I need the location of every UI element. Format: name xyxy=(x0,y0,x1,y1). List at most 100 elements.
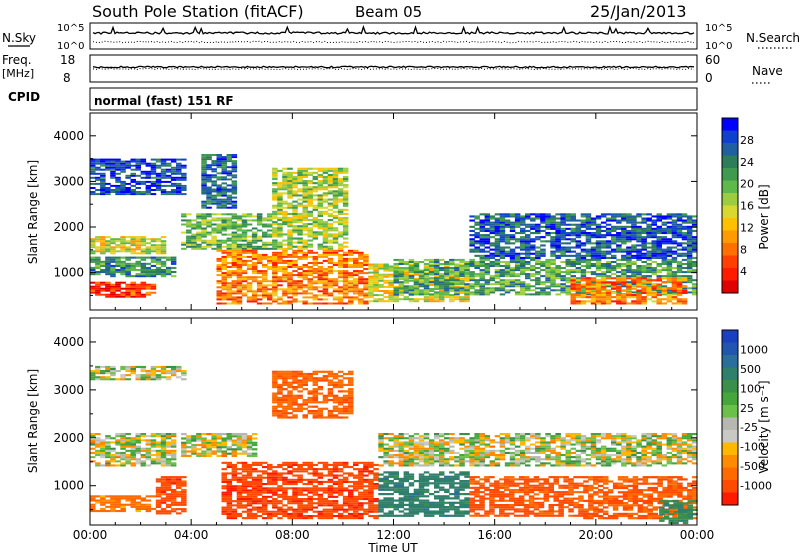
data-cell xyxy=(575,232,582,235)
data-cell xyxy=(186,219,192,222)
data-cell xyxy=(312,255,319,258)
data-cell xyxy=(661,281,668,284)
data-cell xyxy=(585,254,592,257)
data-cell xyxy=(353,249,359,252)
data-cell xyxy=(626,265,632,267)
data-cell xyxy=(661,227,668,230)
data-cell xyxy=(191,247,197,250)
data-cell xyxy=(600,267,607,269)
data-cell xyxy=(671,215,678,218)
data-cell xyxy=(251,512,258,515)
data-cell xyxy=(115,158,121,161)
data-cell xyxy=(332,169,339,172)
data-cell xyxy=(312,472,319,475)
data-cell xyxy=(373,285,379,288)
data-cell xyxy=(292,186,298,189)
data-cell xyxy=(469,258,475,261)
data-cell xyxy=(363,286,369,289)
data-cell xyxy=(160,447,167,450)
data-cell xyxy=(641,271,647,274)
data-cell xyxy=(196,227,202,230)
data-cell xyxy=(181,491,187,494)
data-cell xyxy=(363,268,369,270)
data-cell xyxy=(292,241,298,244)
data-cell xyxy=(105,258,111,261)
data-cell xyxy=(90,291,96,294)
data-cell xyxy=(110,275,116,278)
ytick-label: 1000 xyxy=(53,266,84,280)
data-cell xyxy=(115,287,121,290)
data-cell xyxy=(469,263,475,265)
data-cell xyxy=(135,238,141,241)
data-cell xyxy=(444,285,450,288)
data-cell xyxy=(236,502,243,505)
data-cell xyxy=(590,256,597,259)
data-cell xyxy=(246,223,253,226)
data-cell xyxy=(540,287,546,290)
data-cell xyxy=(181,503,187,506)
data-cell xyxy=(140,264,147,267)
data-cell xyxy=(277,233,283,236)
data-cell xyxy=(130,262,136,265)
data-cell xyxy=(120,182,126,185)
data-cell xyxy=(145,174,152,177)
data-cell xyxy=(646,294,652,297)
data-cell xyxy=(530,269,536,272)
data-cell xyxy=(160,376,167,379)
data-cell xyxy=(605,281,612,284)
data-cell xyxy=(560,238,566,241)
data-cell xyxy=(170,445,177,448)
data-cell xyxy=(95,176,101,179)
data-cell xyxy=(656,229,662,232)
data-cell xyxy=(464,263,470,265)
data-cell xyxy=(464,265,470,267)
data-cell xyxy=(292,298,298,301)
station-title: South Pole Station (fitACF) xyxy=(92,2,304,21)
data-cell xyxy=(221,266,227,268)
data-cell xyxy=(585,240,592,243)
data-cell xyxy=(530,289,536,292)
data-cell xyxy=(570,279,576,282)
data-cell xyxy=(277,227,283,230)
data-cell xyxy=(348,266,354,268)
data-cell xyxy=(332,508,339,511)
data-cell xyxy=(211,174,217,177)
data-cell xyxy=(246,437,253,440)
data-cell xyxy=(100,441,106,444)
data-cell xyxy=(140,464,147,467)
data-cell xyxy=(95,443,101,446)
data-cell xyxy=(469,285,475,288)
data-cell xyxy=(246,495,253,498)
data-cell xyxy=(605,285,612,288)
data-cell xyxy=(272,188,278,191)
data-cell xyxy=(277,253,283,256)
data-cell xyxy=(120,505,126,508)
data-cell xyxy=(322,463,329,466)
data-cell xyxy=(246,446,253,449)
data-cell xyxy=(499,236,506,239)
data-cell xyxy=(423,293,430,296)
data-cell xyxy=(272,253,278,256)
data-cell xyxy=(530,267,536,269)
data-cell xyxy=(535,258,541,261)
data-cell xyxy=(317,188,324,191)
data-cell xyxy=(611,291,617,294)
data-cell xyxy=(348,280,354,283)
data-cell xyxy=(267,268,273,270)
data-cell xyxy=(160,493,167,496)
data-cell xyxy=(676,234,683,237)
data-cell xyxy=(231,241,238,244)
data-cell xyxy=(327,173,334,176)
data-cell xyxy=(327,257,334,260)
data-cell xyxy=(535,215,541,218)
data-cell xyxy=(595,285,602,288)
data-cell xyxy=(145,443,152,446)
data-cell xyxy=(251,219,258,222)
data-cell xyxy=(484,273,491,276)
data-cell xyxy=(413,267,420,269)
data-cell xyxy=(135,289,141,292)
data-cell xyxy=(287,264,293,266)
data-cell xyxy=(221,194,227,197)
data-cell xyxy=(282,288,288,291)
data-cell xyxy=(130,269,136,272)
